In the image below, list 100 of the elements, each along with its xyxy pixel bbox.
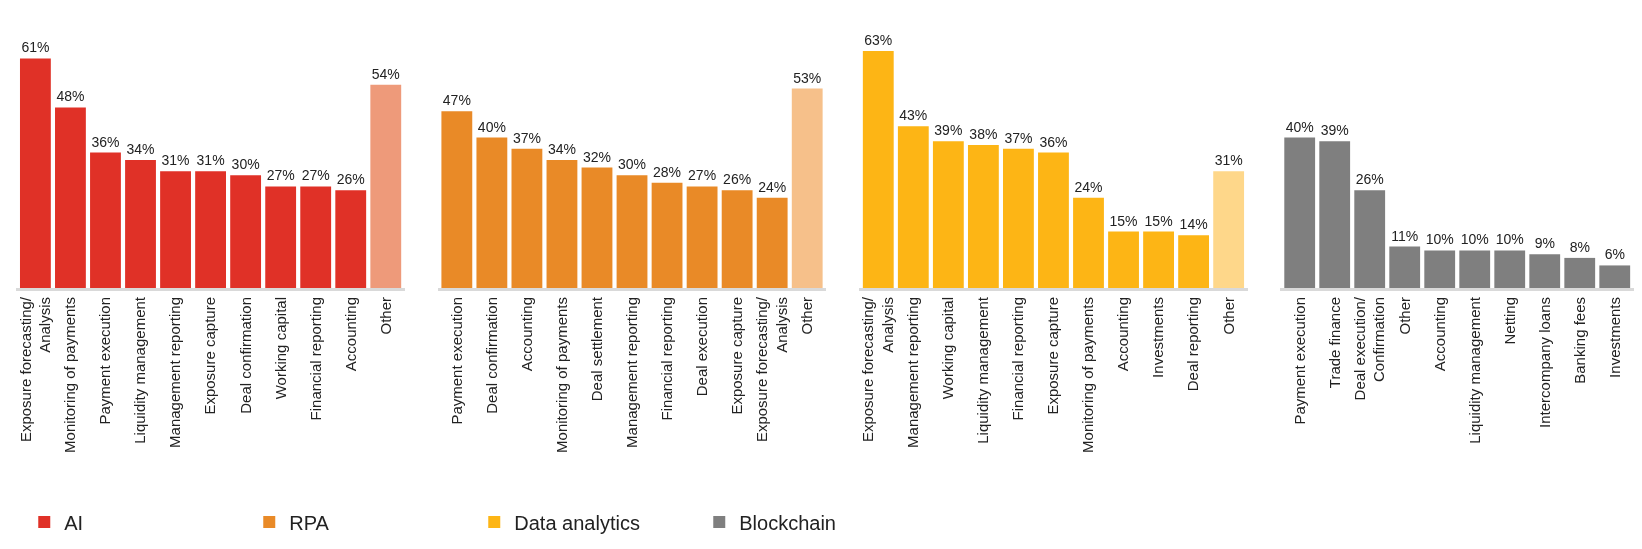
bar <box>511 148 543 288</box>
bar <box>1354 190 1386 288</box>
data-label: 8% <box>1569 238 1590 255</box>
x-tick-label: Exposure capture <box>1044 297 1062 415</box>
x-tick-label: Deal execution <box>692 297 710 397</box>
bar <box>1599 265 1631 288</box>
data-label: 54% <box>371 65 400 82</box>
bar <box>1459 250 1491 288</box>
x-tick-label: Accounting <box>1430 297 1448 372</box>
data-label: 37% <box>1004 129 1033 146</box>
bar <box>1038 152 1069 288</box>
bar <box>1494 250 1526 288</box>
bar <box>1319 141 1351 288</box>
bar <box>1284 137 1316 288</box>
bar <box>686 186 718 288</box>
bar <box>90 152 121 288</box>
bar <box>862 50 894 288</box>
data-label: 31% <box>1214 152 1243 169</box>
legend-label: AI <box>64 511 84 534</box>
data-label: 38% <box>969 126 998 143</box>
bar <box>932 141 964 288</box>
bar <box>756 197 788 288</box>
data-label: 36% <box>1039 133 1068 150</box>
x-tick-label: Other <box>1395 297 1413 335</box>
x-tick-label: Deal execution/ Confirmation <box>1350 296 1388 401</box>
bar <box>335 190 367 288</box>
data-label: 53% <box>793 69 822 86</box>
x-tick-label: Financial reporting <box>306 297 324 421</box>
data-label: 27% <box>688 167 717 184</box>
bar <box>55 107 86 288</box>
data-label: 40% <box>1285 118 1314 135</box>
data-label: 36% <box>91 133 120 150</box>
x-tick-label: Liquidity management <box>1465 296 1483 444</box>
data-label: 39% <box>934 122 963 139</box>
data-label: 26% <box>723 171 752 188</box>
data-label: 26% <box>336 171 365 188</box>
bar <box>967 145 999 288</box>
bar <box>1564 257 1596 288</box>
data-label: 10% <box>1425 231 1454 248</box>
data-label: 10% <box>1495 231 1524 248</box>
x-tick-label: Management reporting <box>166 297 184 448</box>
data-label: 26% <box>1355 171 1384 188</box>
x-tick-label: Monitoring of payments <box>1079 297 1097 453</box>
x-tick-label: Exposure capture <box>201 297 219 415</box>
bar <box>581 167 613 288</box>
x-tick-label: Financial reporting <box>1009 297 1027 421</box>
bar <box>1213 171 1245 288</box>
bar <box>791 88 823 288</box>
bar <box>721 190 753 288</box>
data-label: 61% <box>21 39 50 56</box>
bar <box>160 171 191 288</box>
bar <box>1108 231 1139 288</box>
data-label: 48% <box>56 88 85 105</box>
x-tick-label: Investments <box>1149 297 1167 378</box>
bar <box>19 58 51 288</box>
data-label: 28% <box>653 163 682 180</box>
data-label: 6% <box>1604 246 1625 263</box>
data-label: 63% <box>864 31 893 48</box>
bar <box>616 175 648 288</box>
x-tick-label: Accounting <box>1114 297 1132 372</box>
x-tick-label: Deal confirmation <box>482 297 500 414</box>
data-label: 30% <box>618 156 647 173</box>
x-tick-label: Working capital <box>271 297 289 400</box>
x-tick-label: Payment execution <box>96 297 114 425</box>
legend-label: Data analytics <box>514 511 640 534</box>
legend-label: RPA <box>289 511 330 534</box>
bar <box>195 171 226 288</box>
data-label: 34% <box>547 141 576 158</box>
data-label: 15% <box>1109 212 1138 229</box>
x-tick-label: Working capital <box>939 297 957 400</box>
bar <box>651 182 683 288</box>
data-label: 15% <box>1144 212 1173 229</box>
data-label: 47% <box>442 92 471 109</box>
x-tick-label: Management reporting <box>904 297 922 448</box>
x-tick-label: Investments <box>1605 297 1623 378</box>
x-tick-label: Exposure forecasting/ Analysis <box>859 296 896 443</box>
x-tick-label: Accounting <box>517 297 535 372</box>
x-tick-label: Management reporting <box>622 297 640 448</box>
x-tick-label: Other <box>376 297 394 335</box>
x-tick-label: Other <box>798 297 816 335</box>
data-label: 34% <box>126 141 155 158</box>
x-tick-label: Financial reporting <box>657 297 675 421</box>
x-tick-label: Payment execution <box>1290 297 1308 425</box>
x-tick-label: Exposure capture <box>728 297 746 415</box>
data-label: 24% <box>1074 178 1103 195</box>
bar <box>1424 250 1456 288</box>
data-label: 31% <box>196 152 225 169</box>
data-label: 40% <box>477 118 506 135</box>
bar <box>230 175 262 288</box>
bar <box>1143 231 1174 288</box>
x-tick-label: Intercompany loans <box>1535 297 1553 428</box>
x-tick-label: Deal reporting <box>1184 297 1202 392</box>
data-label: 37% <box>512 129 541 146</box>
x-tick-label: Deal settlement <box>587 296 605 402</box>
data-label: 43% <box>899 107 928 124</box>
bar <box>300 186 332 288</box>
x-tick-label: Monitoring of payments <box>61 297 79 453</box>
bar <box>441 111 473 288</box>
data-label: 32% <box>582 148 611 165</box>
bar <box>1529 254 1561 288</box>
